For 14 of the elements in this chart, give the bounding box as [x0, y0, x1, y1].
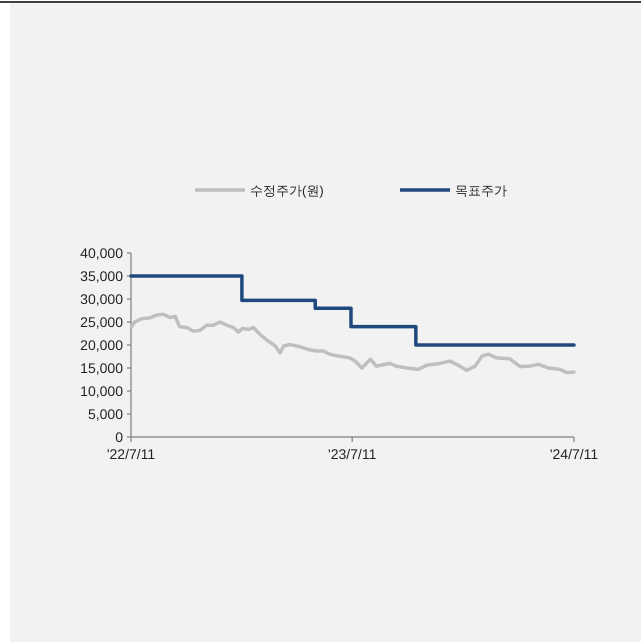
- legend-label: 목표주가: [455, 183, 507, 198]
- x-tick-label: '22/7/11: [106, 446, 156, 462]
- y-tick-label: 35,000: [80, 268, 124, 284]
- y-tick-label: 10,000: [80, 383, 124, 399]
- x-tick-label: '24/7/11: [550, 446, 598, 462]
- y-tick-label: 25,000: [80, 314, 124, 330]
- y-tick-label: 20,000: [80, 337, 124, 353]
- y-tick-label: 0: [115, 429, 124, 445]
- y-tick-label: 30,000: [80, 291, 124, 307]
- y-tick-label: 5,000: [88, 406, 124, 422]
- x-tick-label: '23/7/11: [328, 446, 377, 462]
- legend-label: 수정주가(원): [250, 183, 324, 198]
- y-tick-label: 15,000: [80, 360, 124, 376]
- y-tick-label: 40,000: [80, 245, 124, 261]
